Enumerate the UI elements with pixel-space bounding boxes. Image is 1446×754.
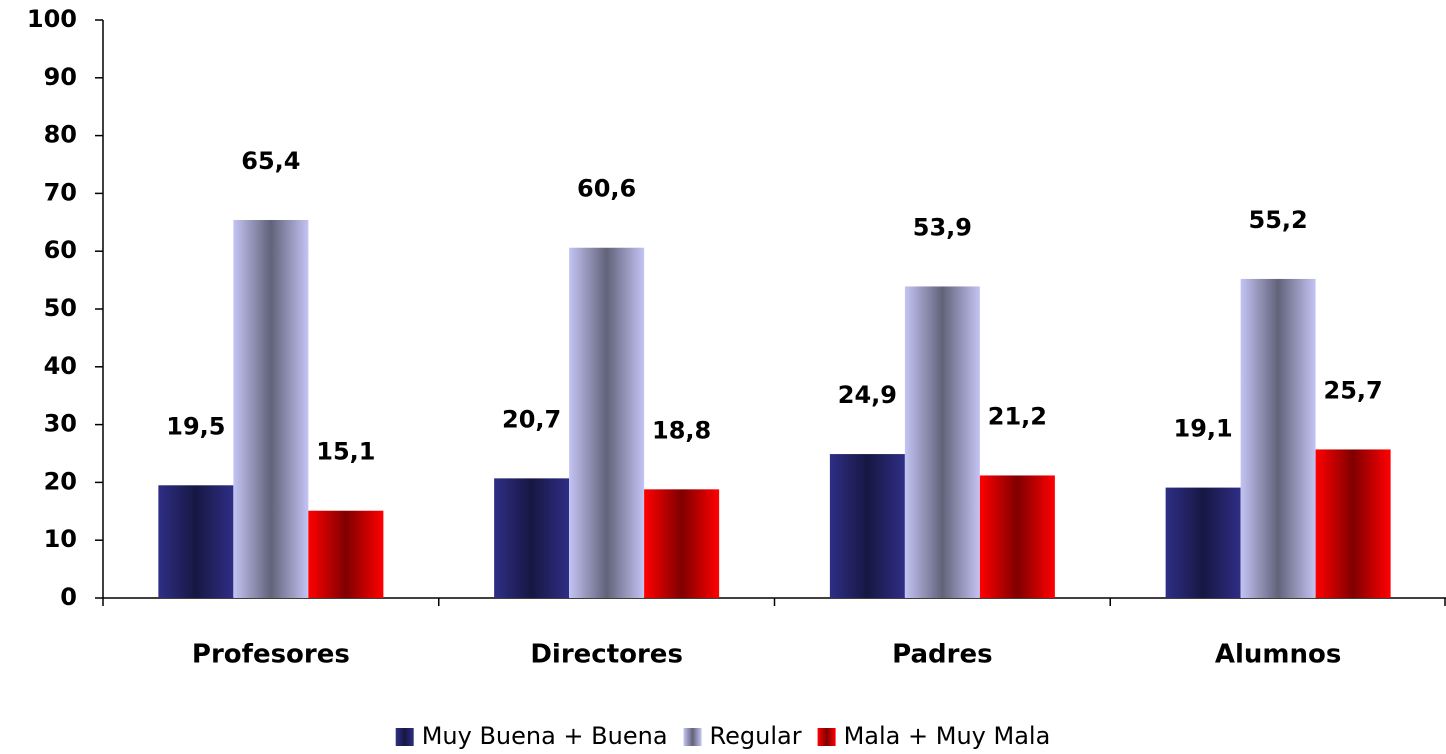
y-tick-label: 50: [44, 294, 77, 322]
x-tick-label: Profesores: [192, 640, 350, 670]
bar: [904, 286, 980, 598]
y-tick-label: 60: [44, 236, 77, 264]
bar: [1165, 487, 1241, 598]
value-label: 65,4: [241, 147, 300, 175]
bar: [829, 454, 905, 598]
value-label: 53,9: [913, 213, 972, 241]
value-label: 19,5: [166, 412, 225, 440]
bar: [1315, 449, 1391, 598]
x-tick-label: Padres: [892, 640, 992, 670]
bar: [979, 475, 1055, 598]
value-label: 24,9: [838, 381, 897, 409]
legend-swatch: [395, 728, 414, 746]
value-label: 20,7: [502, 405, 561, 433]
legend-label: Muy Buena + Buena: [422, 722, 668, 750]
bar: [569, 247, 645, 598]
value-label: 19,1: [1174, 415, 1233, 443]
y-tick-label: 90: [44, 63, 77, 91]
y-tick-label: 80: [44, 121, 77, 149]
bar: [233, 219, 309, 598]
y-tick-label: 30: [44, 410, 77, 438]
bar: [1240, 278, 1316, 598]
value-label: 60,6: [577, 175, 636, 203]
bar: [308, 510, 384, 598]
y-tick-label: 0: [60, 583, 77, 611]
bar: [158, 485, 234, 598]
value-label: 18,8: [652, 416, 711, 444]
legend-swatch: [817, 728, 836, 746]
legend-swatch: [683, 728, 702, 746]
y-tick-label: 70: [44, 178, 77, 206]
bar: [494, 478, 570, 598]
bar: [644, 489, 720, 598]
y-tick-label: 20: [44, 467, 77, 495]
y-tick-label: 100: [27, 5, 77, 33]
x-tick-label: Alumnos: [1215, 640, 1341, 670]
y-tick-label: 10: [44, 525, 77, 553]
legend-label: Regular: [710, 722, 802, 750]
legend-label: Mala + Muy Mala: [844, 722, 1051, 750]
y-tick-label: 40: [44, 352, 77, 380]
value-label: 55,2: [1249, 206, 1308, 234]
value-label: 25,7: [1324, 376, 1383, 404]
value-label: 15,1: [316, 438, 375, 466]
value-label: 21,2: [988, 402, 1047, 430]
x-tick-label: Directores: [530, 640, 683, 670]
